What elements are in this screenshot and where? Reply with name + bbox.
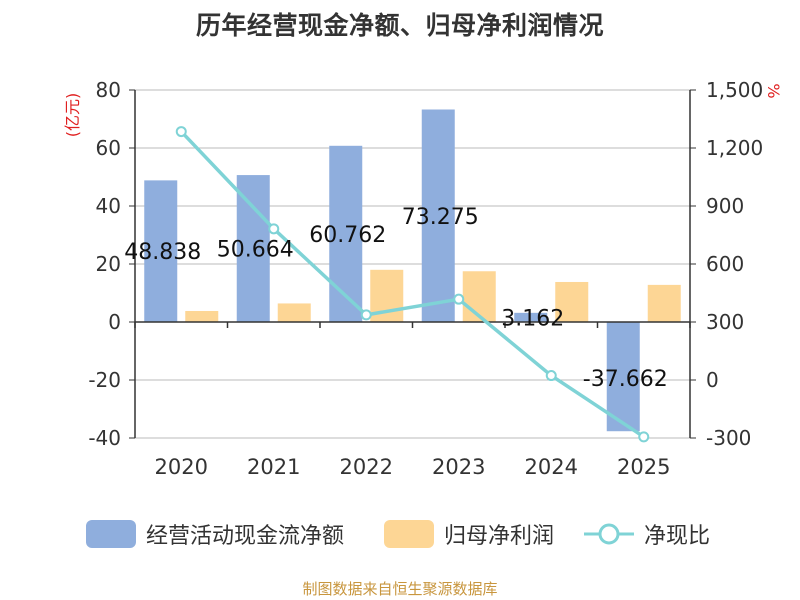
- bar-cash-flow-2021: [236, 175, 270, 322]
- y-right-tick-label: 1,500: [706, 78, 763, 102]
- chart-title: 历年经营现金净额、归母净利润情况: [195, 11, 604, 40]
- bar-net-profit-2020: [185, 310, 219, 322]
- grid-layer: [135, 89, 690, 439]
- y-left-tick-label: 20: [96, 252, 121, 276]
- legend-swatch-cash-flow: [86, 520, 136, 548]
- legend-label-net-profit: 归母净利润: [444, 524, 555, 549]
- bar-cash-flow-2025: [606, 322, 640, 432]
- bar-net-profit-2024: [555, 281, 589, 322]
- point-cash-ratio-2020: [175, 126, 187, 138]
- y-left-tick-label: 40: [96, 194, 121, 218]
- bar-net-profit-2021: [277, 303, 311, 322]
- legend-item-cash-flow[interactable]: 经营活动现金流净额: [86, 519, 344, 549]
- bar-net-profit-2023: [462, 271, 496, 322]
- bar-cash-flow-2022: [329, 145, 363, 322]
- x-tick-label: 2023: [432, 455, 485, 479]
- y-left-unit-label: (亿元): [63, 93, 82, 138]
- y-right-tick-label: 300: [706, 310, 744, 334]
- x-tick-label: 2020: [155, 455, 208, 479]
- point-cash-ratio-2024: [545, 370, 557, 382]
- bar-cash-flow-2020: [144, 180, 178, 322]
- bar-cash-flow-2024: [514, 312, 548, 322]
- point-cash-ratio-2021: [268, 223, 280, 235]
- bars-layer: [144, 109, 681, 432]
- legend-label-cash-ratio: 净现比: [644, 524, 711, 549]
- line-layer: [175, 126, 650, 443]
- data-label-cash-flow: 60.762: [309, 223, 386, 248]
- data-label-cash-flow: 48.838: [124, 240, 201, 265]
- y-left-tick-label: 60: [96, 136, 121, 160]
- legend-item-net-profit[interactable]: 归母净利润: [384, 519, 554, 549]
- legend-swatch-cash-ratio: [584, 523, 634, 545]
- y-left-tick-label: 0: [108, 310, 121, 334]
- y-right-tick-label: 1,200: [706, 136, 763, 160]
- axis-layer: -40 -20 0 20 40 60 80 -300 0 300 600 900 1,200 1,500 (…: [63, 78, 783, 479]
- point-cash-ratio-2025: [638, 431, 650, 443]
- line-cash-ratio: [179, 130, 645, 439]
- bar-cash-flow-2023: [421, 109, 455, 322]
- y-right-tick-label: 0: [706, 368, 719, 392]
- y-left-tick-label: -40: [88, 426, 121, 450]
- y-left-tick-label: -20: [88, 368, 121, 392]
- y-right-tick-label: 600: [706, 252, 744, 276]
- bar-net-profit-2025: [647, 284, 681, 322]
- legend-swatch-net-profit: [384, 520, 434, 548]
- point-cash-ratio-2022: [360, 309, 372, 321]
- data-label-cash-flow: 50.664: [217, 238, 294, 263]
- legend-label-cash-flow: 经营活动现金流净额: [146, 524, 345, 549]
- data-label-cash-flow: -37.662: [583, 367, 668, 392]
- data-label-cash-flow: 73.275: [402, 205, 479, 230]
- source-note: 制图数据来自恒生聚源数据库: [302, 580, 498, 598]
- point-cash-ratio-2023: [453, 293, 465, 305]
- y-right-unit-label: %: [764, 83, 783, 98]
- x-tick-label: 2021: [247, 455, 300, 479]
- x-tick-label: 2025: [617, 455, 670, 479]
- label-layer: 48.838 50.664 60.762 73.275 3.162 -37.662: [124, 205, 667, 392]
- x-tick-label: 2024: [525, 455, 578, 479]
- x-tick-label: 2022: [340, 455, 393, 479]
- y-left-tick-label: 80: [96, 78, 121, 102]
- y-right-tick-label: 900: [706, 194, 744, 218]
- y-right-tick-label: -300: [706, 426, 751, 450]
- legend-item-cash-ratio[interactable]: 净现比: [584, 519, 710, 549]
- data-label-cash-flow: 3.162: [501, 306, 564, 331]
